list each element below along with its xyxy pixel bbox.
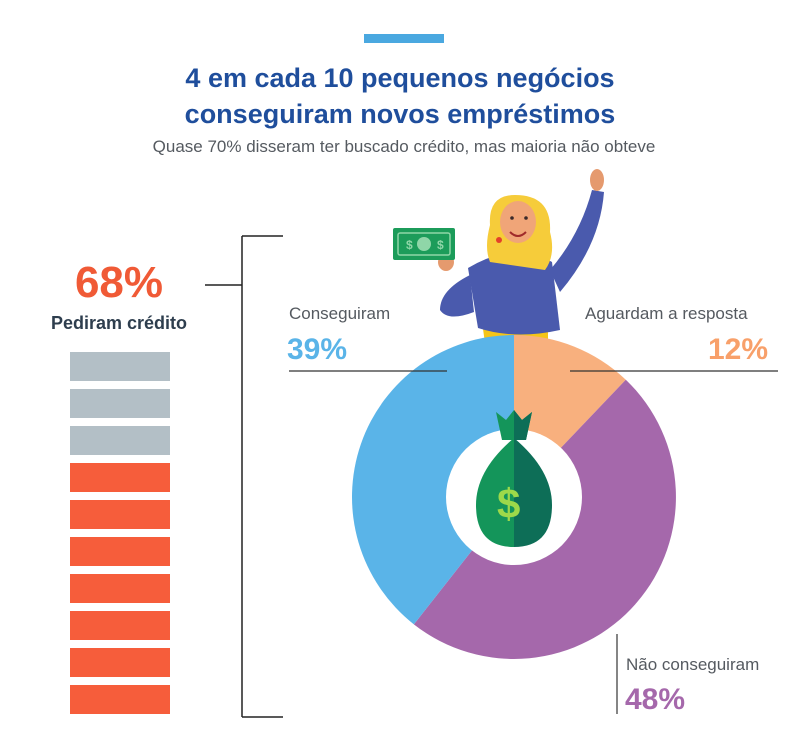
title-line-2: conseguiram novos empréstimos [184, 99, 616, 129]
pie-slice-conseguiram [352, 335, 514, 625]
smile-shape [509, 231, 527, 237]
bar-block-empty [70, 389, 170, 418]
requested-credit-bar-stack [70, 352, 170, 722]
bar-block-filled [70, 611, 170, 640]
slice-value-nao: 48% [625, 683, 686, 716]
woman-with-money-illustration [438, 169, 604, 352]
svg-text:$: $ [406, 238, 413, 252]
bar-block-filled [70, 648, 170, 677]
requested-credit-percent: 68% [74, 258, 164, 307]
bar-block-empty [70, 352, 170, 381]
earring-shape [496, 237, 502, 243]
slice-value-conseguiram: 39% [287, 333, 348, 366]
bar-block-filled [70, 500, 170, 529]
left-eye [510, 216, 514, 220]
bar-block-filled [70, 574, 170, 603]
bar-block-filled [70, 685, 170, 714]
page-subtitle: Quase 70% disseram ter buscado crédito, … [152, 137, 656, 156]
bar-block-filled [70, 537, 170, 566]
money-bag-icon: $ [476, 410, 552, 547]
svg-text:$: $ [437, 238, 444, 252]
slice-label-conseguiram: Conseguiram [289, 304, 391, 323]
raised-arm [550, 190, 604, 292]
accent-bar [364, 34, 444, 43]
bar-block-filled [70, 463, 170, 492]
bar-block-empty [70, 426, 170, 455]
right-eye [524, 216, 528, 220]
page-title: 4 em cada 10 pequenos negócios conseguir… [0, 60, 800, 132]
bracket-line [205, 235, 283, 718]
slice-label-aguardam: Aguardam a resposta [585, 304, 748, 323]
title-line-1: 4 em cada 10 pequenos negócios [185, 63, 615, 93]
face-shape [500, 201, 536, 243]
shirt-shape [468, 252, 560, 335]
slice-label-nao: Não conseguiram [626, 655, 760, 674]
raised-hand [590, 169, 604, 191]
banknote-icon: $ $ [393, 228, 455, 260]
slice-value-aguardam: 12% [708, 333, 769, 366]
requested-credit-label: Pediram crédito [50, 313, 188, 333]
svg-text:$: $ [497, 480, 520, 527]
left-arm [440, 275, 474, 317]
